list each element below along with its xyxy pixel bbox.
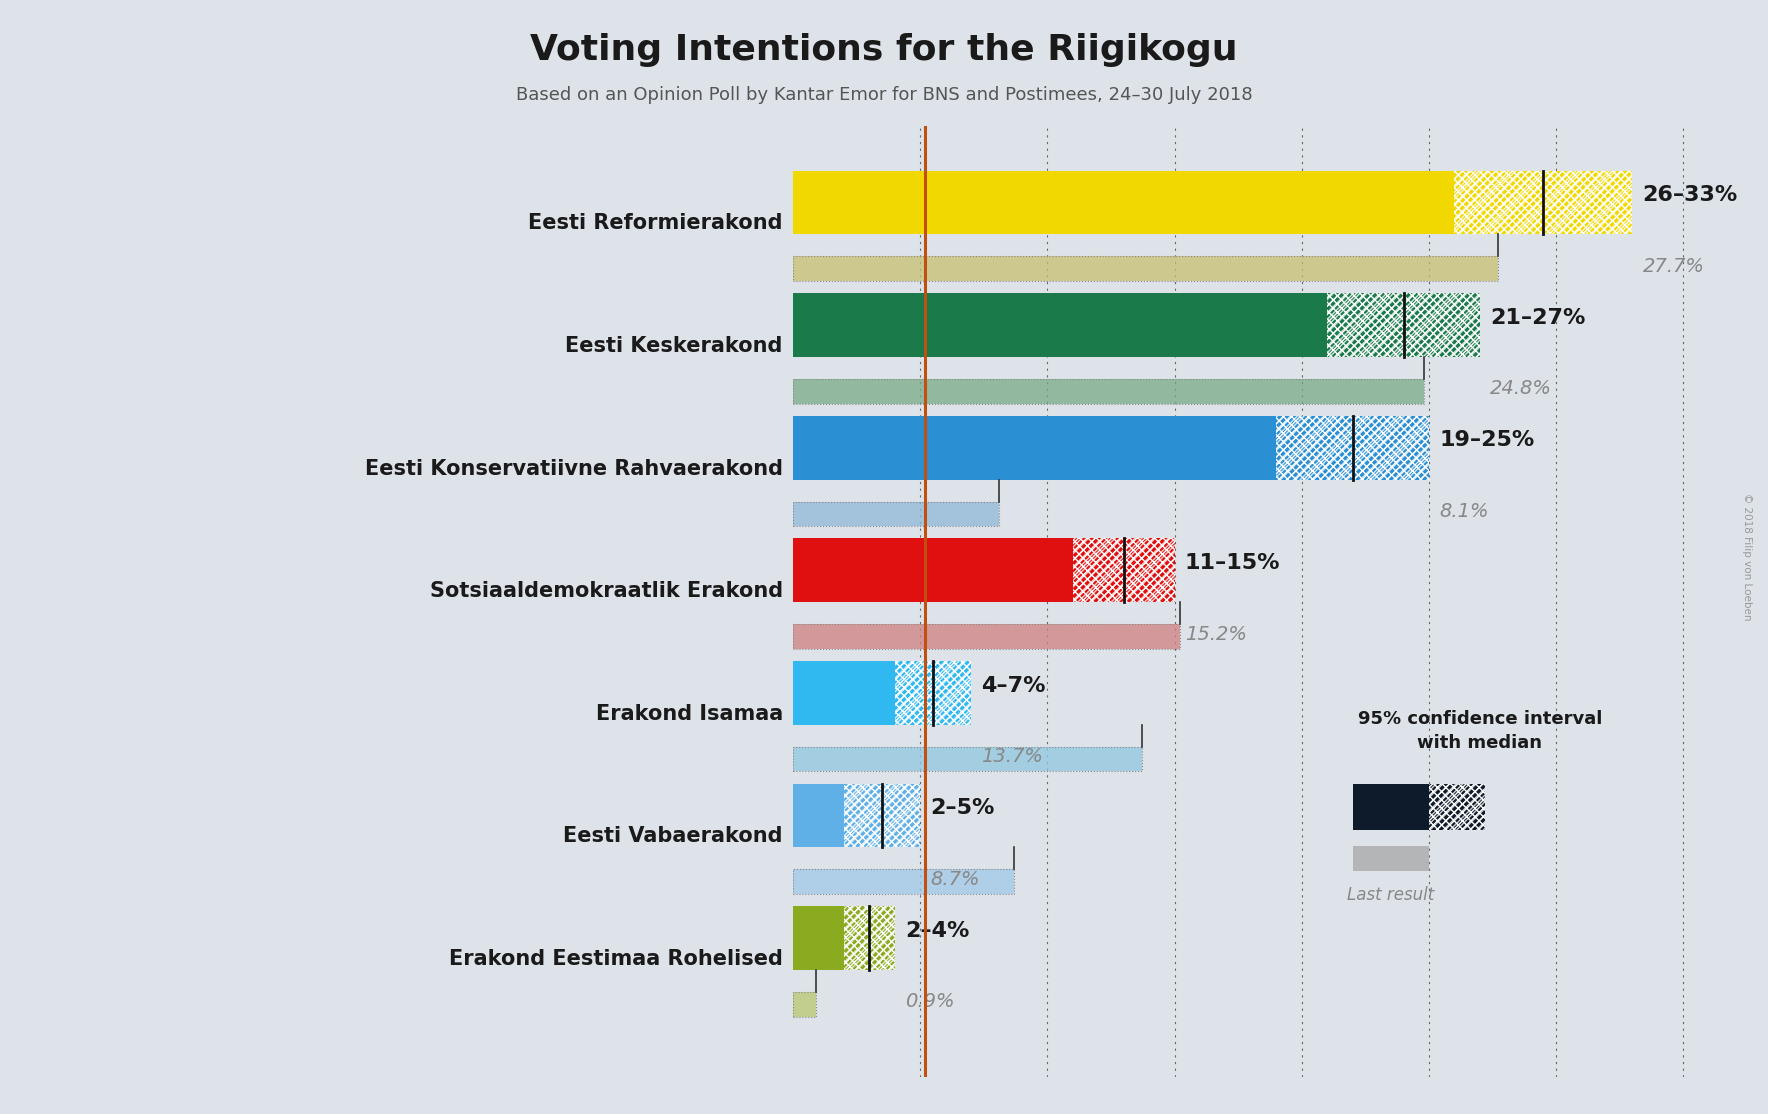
Bar (843, 907, 895, 970)
Text: Erakond Eestimaa Rohelised: Erakond Eestimaa Rohelised (449, 949, 783, 969)
Text: Eesti Keskerakond: Eesti Keskerakond (566, 336, 783, 355)
Text: Erakond Isamaa: Erakond Isamaa (596, 704, 783, 724)
Bar (794, 870, 1015, 895)
Bar (843, 907, 895, 970)
Bar (1328, 293, 1480, 356)
Bar (794, 870, 1015, 895)
Bar (794, 746, 1142, 771)
Bar (843, 783, 919, 848)
Bar (794, 416, 1276, 479)
Text: Eesti Konservatiivne Rahvaerakond: Eesti Konservatiivne Rahvaerakond (364, 459, 783, 479)
Text: 2–4%: 2–4% (905, 921, 969, 941)
Bar (1328, 293, 1480, 356)
Bar (843, 783, 919, 848)
Bar (794, 256, 1497, 281)
Bar (895, 661, 971, 725)
Text: 19–25%: 19–25% (1439, 430, 1535, 450)
Bar (794, 501, 999, 526)
Text: Eesti Vabaerakond: Eesti Vabaerakond (564, 827, 783, 847)
Text: 95% confidence interval
with median: 95% confidence interval with median (1358, 710, 1602, 752)
Bar (794, 501, 999, 526)
Bar (794, 293, 1328, 356)
Text: Sotsiaaldemokraatlik Erakond: Sotsiaaldemokraatlik Erakond (430, 582, 783, 602)
Bar (794, 379, 1423, 403)
Bar (1455, 170, 1632, 234)
Text: 4–7%: 4–7% (981, 675, 1045, 695)
Bar (794, 624, 1179, 648)
Bar (1328, 293, 1480, 356)
Text: 2–5%: 2–5% (930, 798, 995, 818)
Bar (843, 783, 919, 848)
Bar (794, 746, 1142, 771)
Bar (1073, 538, 1174, 603)
Bar (1455, 170, 1632, 234)
Bar (794, 993, 815, 1017)
Text: Voting Intentions for the Riigikogu: Voting Intentions for the Riigikogu (530, 33, 1238, 67)
Bar (1073, 538, 1174, 603)
Bar (1276, 416, 1429, 479)
Bar (843, 907, 895, 970)
Bar (1353, 783, 1429, 830)
Text: 15.2%: 15.2% (1185, 625, 1246, 644)
Bar (895, 661, 971, 725)
Text: 26–33%: 26–33% (1642, 185, 1738, 205)
Text: 11–15%: 11–15% (1185, 553, 1280, 573)
Text: Eesti Reformierakond: Eesti Reformierakond (529, 213, 783, 233)
Text: Last result: Last result (1347, 887, 1434, 905)
Text: Based on an Opinion Poll by Kantar Emor for BNS and Postimees, 24–30 July 2018: Based on an Opinion Poll by Kantar Emor … (516, 86, 1252, 104)
Text: © 2018 Filip von Loeben: © 2018 Filip von Loeben (1741, 494, 1752, 620)
Bar (1429, 783, 1485, 830)
Bar (1276, 416, 1429, 479)
Bar (1455, 170, 1632, 234)
Text: 0.9%: 0.9% (905, 993, 955, 1012)
Bar (794, 783, 843, 848)
Bar (794, 379, 1423, 403)
Bar (1429, 783, 1485, 830)
Bar (794, 624, 1179, 648)
Text: 21–27%: 21–27% (1490, 307, 1586, 328)
Text: 8.7%: 8.7% (930, 870, 979, 889)
Text: 27.7%: 27.7% (1642, 256, 1704, 275)
Bar (1073, 538, 1174, 603)
Bar (895, 661, 971, 725)
Bar (1353, 846, 1429, 871)
Text: 24.8%: 24.8% (1490, 379, 1552, 399)
Bar (794, 538, 1073, 603)
Bar (794, 907, 843, 970)
Bar (1276, 416, 1429, 479)
Text: 8.1%: 8.1% (1439, 502, 1489, 521)
Text: 13.7%: 13.7% (981, 747, 1043, 766)
Bar (794, 661, 895, 725)
Bar (794, 256, 1497, 281)
Bar (794, 170, 1455, 234)
Bar (794, 993, 815, 1017)
